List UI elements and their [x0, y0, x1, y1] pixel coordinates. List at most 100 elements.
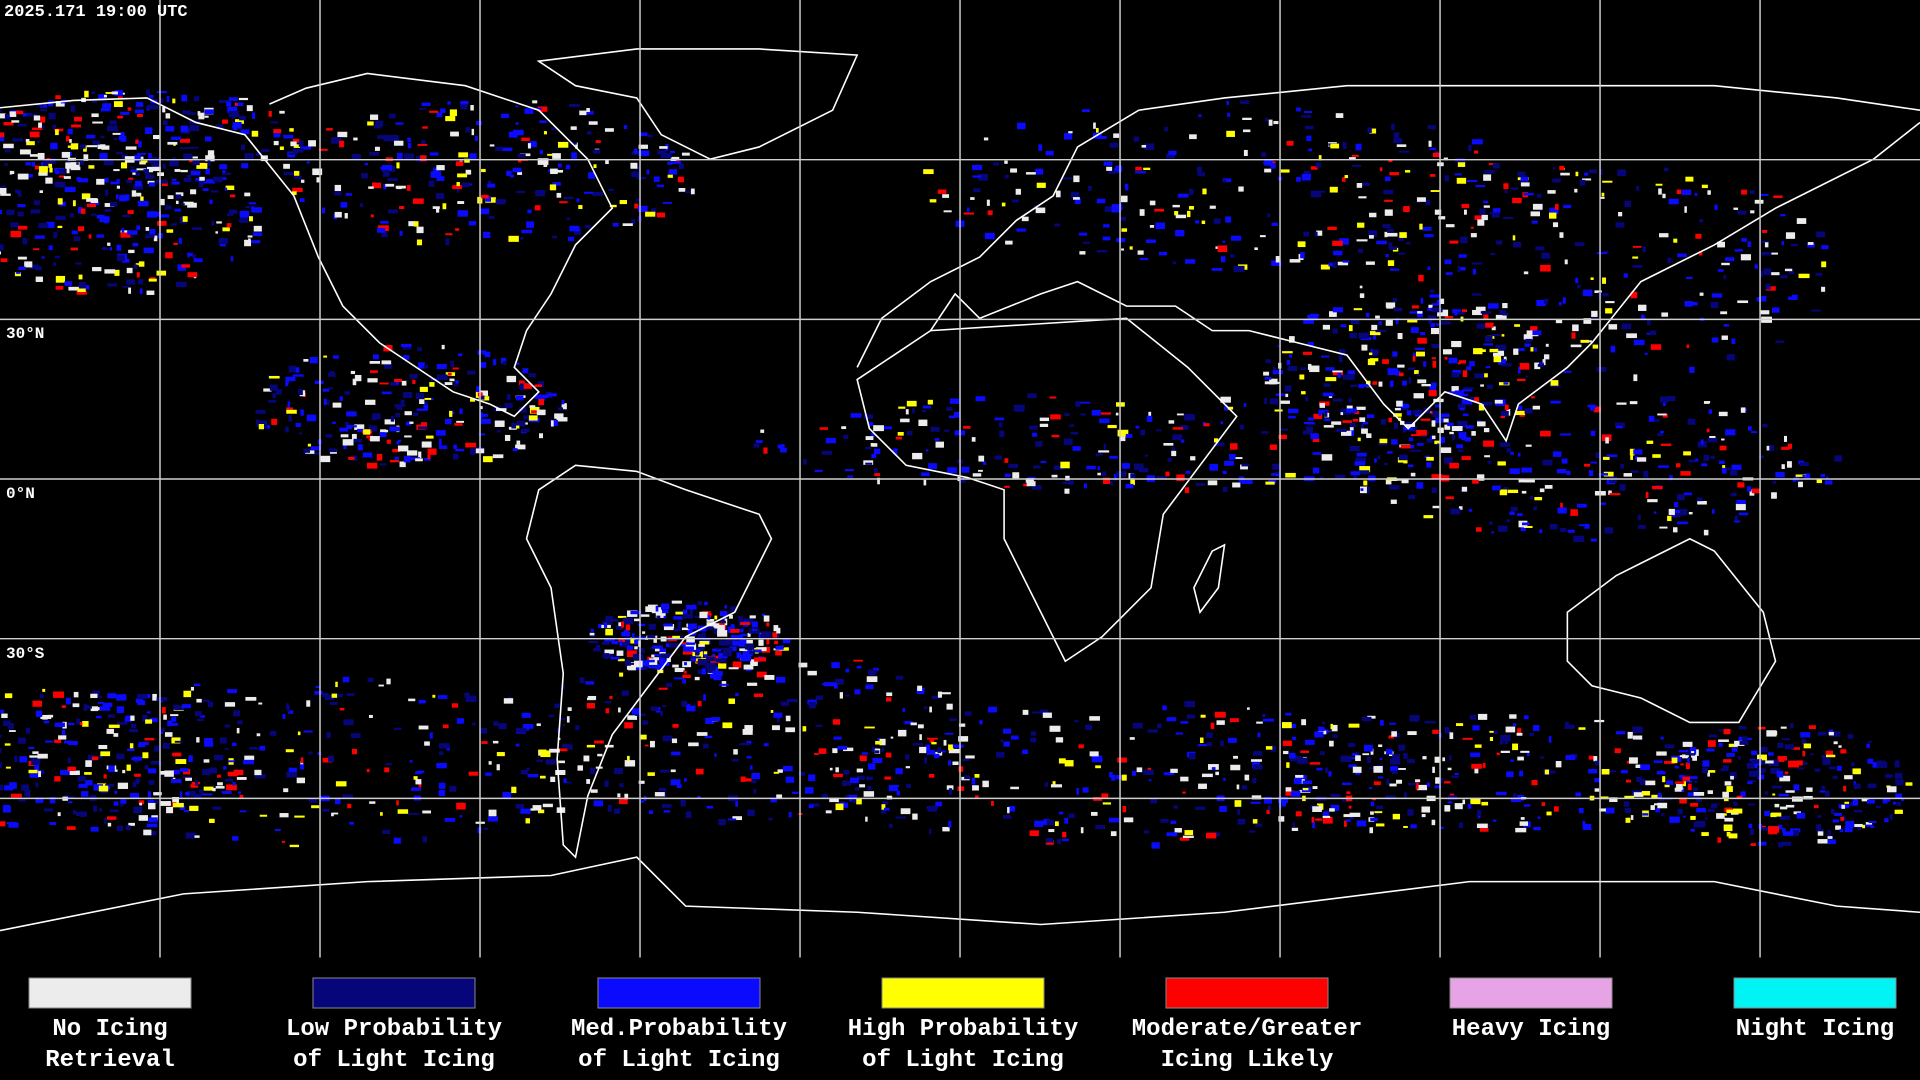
icing-pixel: [1773, 195, 1783, 198]
icing-pixel: [1365, 312, 1370, 318]
icing-pixel: [1673, 502, 1679, 508]
icing-pixel: [388, 209, 398, 214]
icing-pixel: [1319, 402, 1325, 408]
icing-pixel: [287, 401, 291, 408]
icing-pixel: [659, 648, 666, 653]
icing-pixel: [1644, 352, 1648, 355]
icing-pixel: [1519, 770, 1524, 777]
icing-pixel: [1470, 226, 1474, 229]
icing-pixel: [653, 657, 664, 661]
icing-pixel: [974, 774, 980, 778]
icing-pixel: [763, 615, 770, 622]
icing-pixel: [671, 600, 682, 604]
icing-pixel: [171, 716, 177, 722]
icing-pixel: [1286, 762, 1290, 768]
icing-pixel: [1764, 242, 1769, 248]
icing-pixel: [1045, 150, 1054, 156]
icing-pixel: [494, 420, 505, 427]
icing-pixel: [1369, 235, 1374, 239]
icing-pixel: [551, 127, 556, 131]
icing-pixel: [658, 687, 668, 690]
icing-pixel: [1301, 391, 1306, 395]
icing-pixel: [1441, 413, 1450, 418]
icing-pixel: [603, 622, 608, 628]
icing-pixel: [1852, 799, 1859, 806]
icing-pixel: [1496, 752, 1500, 756]
icing-pixel: [427, 448, 437, 455]
icing-pixel: [272, 393, 276, 399]
icing-pixel: [1431, 410, 1434, 415]
icing-pixel: [904, 721, 913, 725]
icing-pixel: [1302, 780, 1312, 785]
icing-pixel: [484, 351, 491, 358]
icing-pixel: [647, 772, 655, 776]
icing-pixel: [1460, 266, 1466, 271]
icing-pixel: [1635, 764, 1641, 769]
icing-pixel: [1770, 768, 1781, 774]
icing-pixel: [1402, 380, 1407, 386]
icing-pixel: [1867, 783, 1877, 789]
icing-pixel: [1289, 336, 1295, 343]
icing-pixel: [1342, 797, 1346, 802]
icing-pixel: [1305, 426, 1313, 433]
icing-pixel: [618, 707, 621, 713]
icing-pixel: [1758, 825, 1766, 828]
icing-pixel: [160, 198, 165, 206]
icing-pixel: [1223, 179, 1227, 183]
icing-pixel: [238, 219, 243, 223]
icing-pixel: [379, 382, 389, 385]
icing-pixel: [521, 137, 530, 142]
lat-label: 30°S: [6, 645, 45, 663]
icing-pixel: [1833, 741, 1838, 745]
icing-pixel: [106, 816, 117, 820]
icing-pixel: [990, 800, 994, 806]
icing-pixel: [865, 462, 873, 465]
icing-pixel: [1403, 825, 1408, 828]
icing-pixel: [605, 615, 614, 622]
icing-pixel: [946, 785, 954, 790]
icing-pixel: [32, 127, 43, 130]
icing-pixel: [616, 625, 623, 630]
icing-pixel: [1349, 332, 1357, 339]
icing-pixel: [621, 690, 629, 696]
icing-pixel: [1339, 355, 1343, 363]
icing-pixel: [1415, 351, 1425, 357]
icing-pixel: [204, 115, 209, 118]
icing-pixel: [1679, 798, 1687, 804]
icing-pixel: [523, 383, 532, 389]
icing-pixel: [663, 623, 673, 627]
icing-pixel: [1524, 479, 1535, 483]
icing-pixel: [1721, 262, 1730, 266]
icing-pixel: [1677, 808, 1683, 815]
icing-pixel: [920, 472, 930, 477]
icing-pixel: [1516, 732, 1523, 736]
icing-pixel: [1144, 143, 1155, 150]
icing-pixel: [1389, 268, 1400, 271]
icing-pixel: [929, 199, 937, 203]
icing-pixel: [1080, 413, 1086, 416]
icing-pixel: [1303, 170, 1311, 177]
icing-pixel: [1287, 365, 1298, 372]
icing-pixel: [1435, 404, 1442, 408]
icing-pixel: [130, 792, 140, 799]
icing-pixel: [1367, 127, 1372, 133]
icing-pixel: [1402, 403, 1410, 409]
icing-pixel: [314, 380, 324, 384]
icing-pixel: [668, 169, 678, 175]
icing-pixel: [40, 108, 48, 112]
icing-pixel: [1253, 751, 1263, 756]
icing-pixel: [716, 647, 726, 650]
icing-pixel: [116, 185, 120, 189]
icing-pixel: [1257, 732, 1261, 738]
icing-pixel: [422, 836, 428, 843]
icing-pixel: [1491, 212, 1500, 218]
icing-pixel: [1410, 449, 1422, 452]
icing-pixel: [1444, 805, 1451, 812]
icing-pixel: [648, 665, 657, 669]
icing-pixel: [0, 747, 2, 754]
icing-pixel: [251, 206, 255, 213]
icing-pixel: [1416, 429, 1427, 436]
icing-pixel: [1593, 406, 1602, 413]
icing-pixel: [1415, 779, 1421, 783]
icing-pixel: [1362, 716, 1372, 722]
